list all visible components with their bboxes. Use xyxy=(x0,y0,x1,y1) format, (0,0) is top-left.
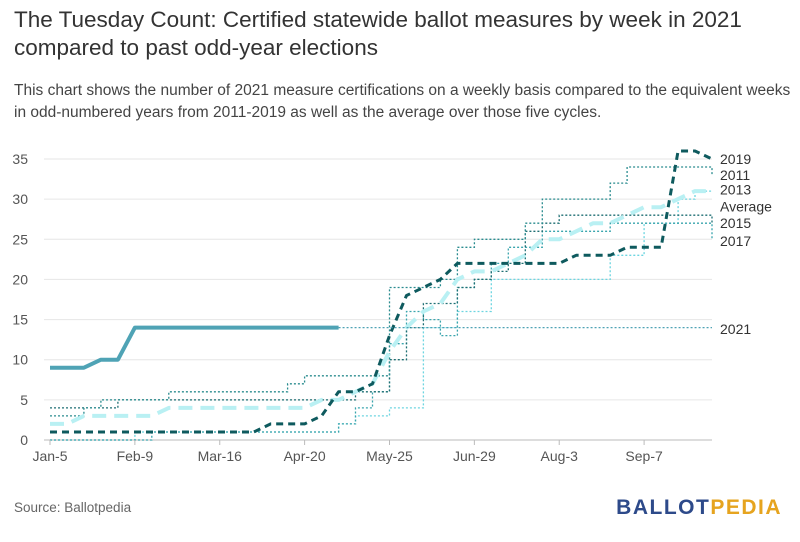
x-tick-label: Sep-7 xyxy=(625,448,663,464)
end-label-2015: 2015 xyxy=(720,215,751,231)
y-tick-label: 35 xyxy=(12,151,28,167)
y-tick-label: 30 xyxy=(12,191,28,207)
y-tick-label: 5 xyxy=(20,392,28,408)
series-line-average xyxy=(50,189,712,426)
x-tick-label: Mar-16 xyxy=(198,448,243,464)
series-line-2011 xyxy=(50,166,713,417)
axes: 0 5 10 15 20 25 30 35 Jan-5 Feb-9 Mar-16 Apr-20 May-… xyxy=(12,151,663,464)
end-label-2019: 2019 xyxy=(720,151,751,167)
series-line-2019 xyxy=(50,149,713,434)
gridlines xyxy=(44,158,712,441)
logo-pedia-text: PEDIA xyxy=(710,496,782,519)
end-label-2011: 2011 xyxy=(720,167,750,183)
x-tick-label: Jun-29 xyxy=(453,448,496,464)
series-line-2017 xyxy=(50,222,713,441)
end-label-2013: 2013 xyxy=(720,182,751,198)
chart-title: The Tuesday Count: Certified statewide b… xyxy=(14,7,742,60)
x-tick-label: Apr-20 xyxy=(284,448,326,464)
series-line-2021 xyxy=(50,325,339,370)
x-tick-label: Feb-9 xyxy=(117,448,154,464)
logo-ballot-text: BALLOT xyxy=(616,496,711,519)
source-note: Source: Ballotpedia xyxy=(14,500,132,515)
x-tick-label: Aug-3 xyxy=(541,448,579,464)
end-label-2017: 2017 xyxy=(720,233,751,249)
y-tick-label: 25 xyxy=(12,231,28,247)
ballotpedia-logo[interactable]: BALLOTPEDIA xyxy=(616,496,782,520)
series-line-2013 xyxy=(50,190,712,441)
y-tick-label: 0 xyxy=(20,432,28,448)
y-tick-label: 20 xyxy=(12,271,28,287)
chart-subtitle: This chart shows the number of 2021 meas… xyxy=(14,82,791,121)
end-label-average: Average xyxy=(720,198,772,214)
y-tick-label: 10 xyxy=(12,352,28,368)
y-tick-label: 15 xyxy=(12,312,28,328)
x-tick-label: May-25 xyxy=(366,448,413,464)
x-tick-label: Jan-5 xyxy=(32,448,67,464)
end-label-2021: 2021 xyxy=(720,321,751,337)
series-line-2015 xyxy=(50,214,713,409)
series-lines xyxy=(50,149,713,441)
